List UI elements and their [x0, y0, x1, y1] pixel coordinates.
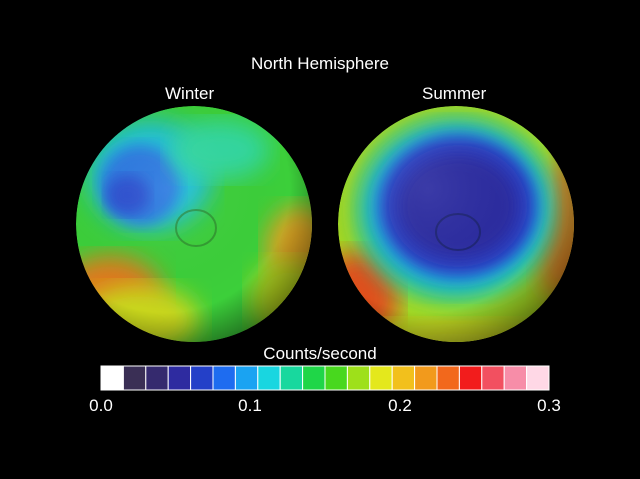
- colorbar-title: Counts/second: [263, 344, 377, 363]
- colorbar-tick: 0.3: [537, 396, 561, 415]
- summer-label: Summer: [422, 84, 487, 103]
- summer-globe: [338, 106, 574, 342]
- colorbar-swatch: [369, 365, 393, 391]
- winter-label: Winter: [165, 84, 215, 103]
- colorbar-tick: 0.1: [238, 396, 262, 415]
- colorbar-tick: 0.2: [388, 396, 412, 415]
- colorbar-swatch: [481, 365, 505, 391]
- colorbar-swatch: [391, 365, 416, 391]
- colorbar: [100, 365, 550, 391]
- colorbar-swatch: [212, 365, 236, 391]
- colorbar-tick: 0.0: [89, 396, 113, 415]
- colorbar-swatch: [279, 365, 304, 391]
- colorbar-swatch: [100, 365, 124, 391]
- colorbar-swatch: [414, 365, 438, 391]
- colorbar-swatch: [257, 365, 281, 391]
- colorbar-swatch: [167, 365, 192, 391]
- colorbar-swatch: [458, 365, 483, 391]
- colorbar-swatch: [145, 365, 169, 391]
- colorbar-swatch: [122, 365, 147, 391]
- colorbar-swatch: [436, 365, 460, 391]
- colorbar-swatch: [324, 365, 348, 391]
- colorbar-swatch: [346, 365, 371, 391]
- colorbar-swatch: [302, 365, 326, 391]
- colorbar-swatch: [526, 365, 550, 391]
- colorbar-swatch: [503, 365, 528, 391]
- figure-title: North Hemisphere: [251, 54, 389, 73]
- winter-globe: [76, 106, 312, 342]
- colorbar-swatch: [190, 365, 214, 391]
- colorbar-swatch: [234, 365, 259, 391]
